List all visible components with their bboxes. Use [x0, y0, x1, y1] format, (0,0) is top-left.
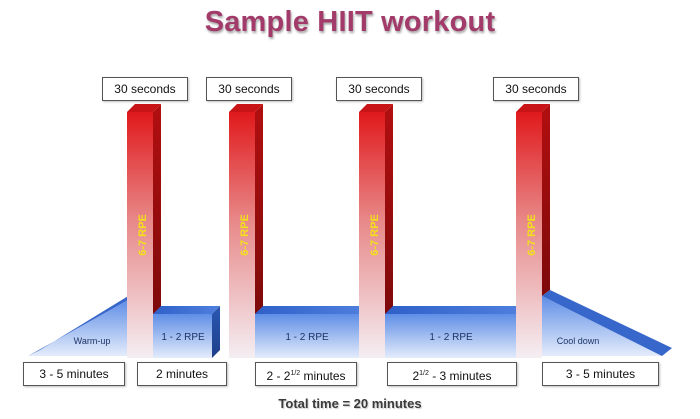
phase-duration-rest-2: 2 - 21/2 minutes — [255, 362, 357, 386]
rest-label-3: 1 - 2 RPE — [429, 332, 473, 343]
phase-duration-main: 2 - 2 — [266, 369, 291, 383]
phase-duration-main: 3 - 5 minutes — [565, 367, 636, 381]
phase-duration-tail: - 3 minutes — [428, 369, 492, 383]
phase-duration-rest-1: 2 minutes — [137, 362, 227, 386]
rest-label-1: 1 - 2 RPE — [161, 332, 205, 343]
sprint-intensity-4: 6-7 RPE — [526, 214, 538, 256]
sprint-bar-2: 6-7 RPE — [229, 104, 263, 358]
sprint-duration-1: 30 seconds — [102, 77, 188, 101]
warmup-ramp: Warm-up — [28, 290, 138, 356]
sprint-bar-1: 6-7 RPE — [127, 104, 161, 358]
phase-duration-main: 2 — [412, 369, 420, 383]
sprint-intensity-2: 6-7 RPE — [239, 214, 251, 256]
total-time: Total time = 20 minutes — [278, 396, 422, 411]
sprint-duration-3: 30 seconds — [336, 77, 422, 101]
rest-block-2: 1 - 2 RPE — [255, 306, 367, 358]
rest-label-2: 1 - 2 RPE — [285, 332, 329, 343]
phase-duration-main: 3 - 5 minutes — [39, 367, 109, 381]
phase-duration-cooldown: 3 - 5 minutes — [542, 362, 659, 386]
phase-duration-sup: 1/2 — [290, 370, 301, 377]
phase-duration-tail: minutes — [300, 369, 346, 383]
sprint-bar-4: 6-7 RPE — [516, 104, 550, 358]
sprint-duration-4: 30 seconds — [493, 77, 579, 101]
cooldown-ramp: Cool down — [542, 290, 672, 356]
phase-duration-rest-3: 21/2 - 3 minutes — [387, 362, 517, 386]
rest-block-1: 1 - 2 RPE — [153, 306, 220, 358]
phase-duration-main: 2 minutes — [155, 367, 209, 381]
sprint-bar-3: 6-7 RPE — [359, 104, 393, 358]
rest-block-3: 1 - 2 RPE — [385, 306, 525, 358]
cooldown-label: Cool down — [557, 336, 600, 346]
warmup-label: Warm-up — [74, 336, 111, 346]
sprint-intensity-3: 6-7 RPE — [369, 214, 381, 256]
sprint-duration-2: 30 seconds — [206, 77, 292, 101]
phase-duration-warmup: 3 - 5 minutes — [23, 362, 125, 386]
phase-duration-sup: 1/2 — [419, 370, 429, 377]
sprint-intensity-1: 6-7 RPE — [137, 214, 149, 256]
page-title: Sample HIIT workout — [204, 6, 496, 38]
